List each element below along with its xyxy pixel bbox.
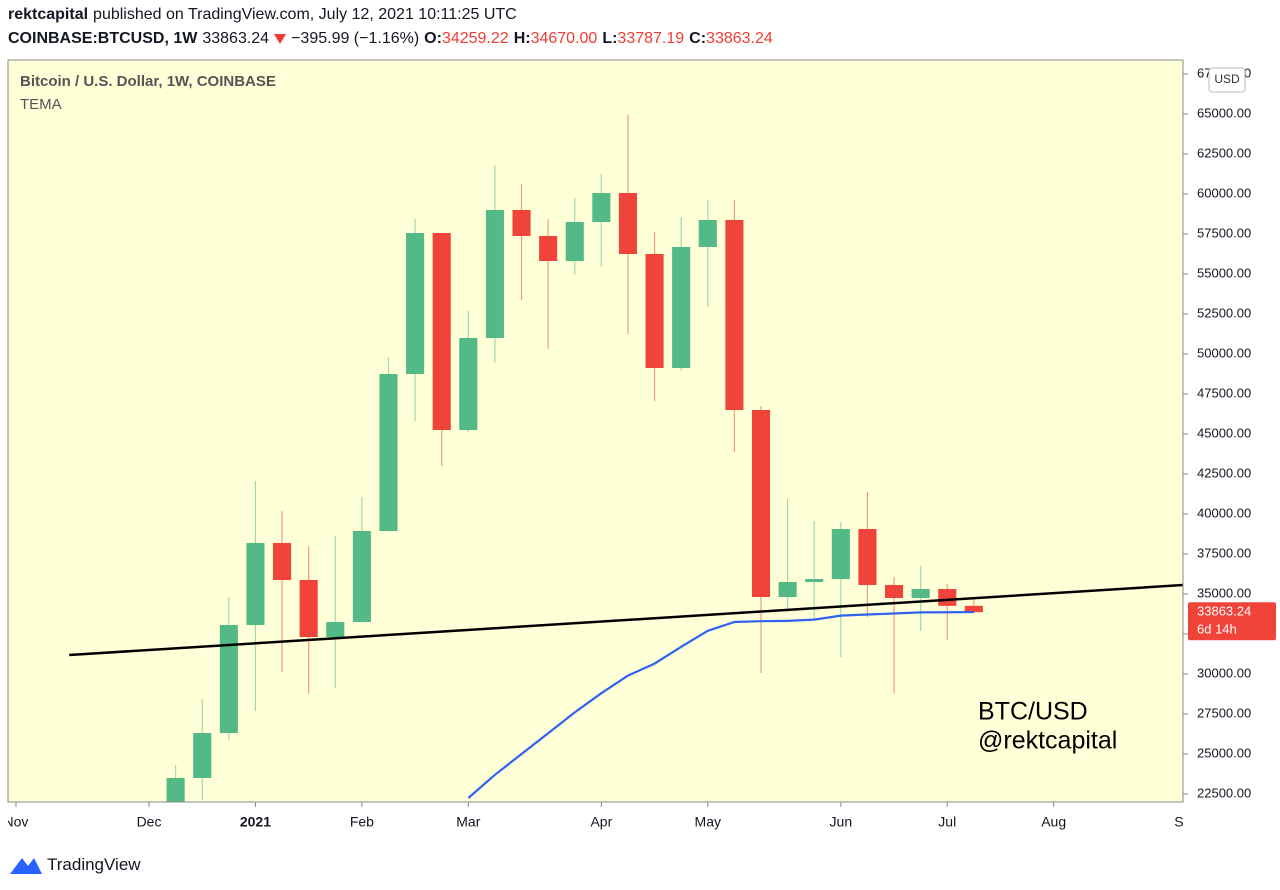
y-tick-label: 27500.00	[1197, 705, 1251, 720]
plot-area	[69, 115, 1183, 802]
y-tick-label: 22500.00	[1197, 785, 1251, 800]
candle-body	[432, 233, 451, 430]
x-tick-label: Jun	[830, 814, 853, 830]
x-tick-label: May	[695, 814, 721, 830]
y-tick-label: 60000.00	[1197, 185, 1251, 200]
candle-body	[618, 193, 638, 254]
y-tick-label: 42500.00	[1197, 465, 1251, 480]
y-tick-label: 62500.00	[1197, 145, 1251, 160]
candle-body	[938, 589, 957, 606]
tradingview-logo	[10, 858, 42, 874]
symbol-line: COINBASE:BTCUSD, 1W 33863.24 −395.99 (−1…	[8, 30, 778, 48]
candle-body	[964, 605, 983, 613]
y-tick-label: 50000.00	[1197, 345, 1251, 360]
y-tick-label: 37500.00	[1197, 545, 1251, 560]
candle-body	[592, 193, 611, 222]
logo-shape	[10, 858, 42, 874]
candle-body	[565, 222, 584, 262]
y-tick-label: 35000.00	[1197, 585, 1251, 600]
candle-body	[273, 543, 292, 580]
price-axis: 22500.0025000.0027500.0030000.0032500.00…	[1183, 65, 1276, 800]
indicator-name: TEMA	[20, 96, 62, 113]
last-price-label: 33863.24	[1197, 604, 1251, 619]
x-tick-label: Feb	[350, 814, 374, 830]
last-price: 33863.24	[202, 30, 270, 47]
candle-body	[459, 338, 478, 430]
candle-body	[725, 220, 744, 410]
candle-body	[858, 529, 877, 586]
last-price-box	[1188, 602, 1276, 641]
candle-body	[672, 247, 691, 368]
x-tick-label: Mar	[456, 814, 480, 830]
candle-body	[326, 622, 345, 638]
candle-body	[645, 254, 664, 368]
candle-body	[379, 374, 398, 532]
high-label: H:	[513, 30, 531, 47]
candle-body	[193, 733, 212, 778]
y-tick-label: 25000.00	[1197, 745, 1251, 760]
close-value: 33863.24	[706, 30, 773, 47]
symbol: COINBASE:BTCUSD, 1W	[8, 30, 198, 47]
x-tick-label: Sep	[1174, 814, 1199, 830]
low-value: 33787.19	[617, 30, 685, 47]
time-axis: Nov Dec 2021 Feb Mar Apr May Jun Jul Aug Sep	[4, 802, 1199, 830]
published-info: published on TradingView.com, July 12, 2…	[93, 6, 517, 23]
publish-line: rektcapital published on TradingView.com…	[8, 6, 522, 24]
overlay: BTC/USD@rektcapital	[978, 698, 1117, 755]
candle-body	[911, 589, 930, 598]
candle-body	[246, 543, 265, 626]
y-tick-label: 55000.00	[1197, 265, 1251, 280]
candle-body	[778, 582, 797, 598]
x-tick-label: 2021	[240, 814, 271, 830]
high-value: 34670.00	[530, 30, 598, 47]
close-label: C:	[689, 30, 707, 47]
x-tick-label: Nov	[4, 814, 29, 830]
x-tick-label: Apr	[590, 814, 612, 830]
currency-badge	[1208, 67, 1246, 93]
candle-body	[512, 210, 531, 236]
plot-frame	[7, 59, 1184, 803]
x-tick-label: Jul	[938, 814, 956, 830]
currency-label: USD	[1214, 72, 1240, 86]
y-tick-label: 40000.00	[1197, 505, 1251, 520]
y-tick-label: 65000.00	[1197, 105, 1251, 120]
trendline	[69, 583, 1183, 657]
candle-body	[219, 625, 238, 734]
candle-body	[352, 531, 371, 622]
y-tick-label: 57500.00	[1197, 225, 1251, 240]
chart-title: Bitcoin / U.S. Dollar, 1W, COINBASE	[20, 73, 276, 90]
y-tick-label: 45000.00	[1197, 425, 1251, 440]
candle-body	[166, 778, 185, 802]
candle-body	[884, 585, 904, 598]
candle-body	[805, 579, 824, 582]
brand: TradingView	[47, 855, 141, 874]
y-tick-label: 30000.00	[1197, 665, 1251, 680]
annotation-text: @rektcapital	[978, 727, 1117, 755]
candle-body	[485, 210, 504, 338]
candle-body	[299, 580, 318, 638]
candle-body	[751, 410, 771, 598]
candle-body	[698, 220, 717, 248]
y-tick-label: 47500.00	[1197, 385, 1251, 400]
open-label: O:	[424, 30, 442, 47]
candle-body	[831, 529, 850, 580]
plot-background	[8, 60, 1183, 802]
x-tick-label: Dec	[137, 814, 162, 830]
change: −395.99 (−1.16%)	[291, 30, 420, 47]
annotation-text: BTC/USD	[978, 698, 1088, 726]
countdown-label: 6d 14h	[1197, 622, 1237, 637]
indicator-line	[467, 610, 974, 799]
y-tick-label: 52500.00	[1197, 305, 1251, 320]
candle-body	[406, 233, 425, 374]
low-label: L:	[602, 30, 618, 47]
author: rektcapital	[8, 6, 89, 23]
open-value: 34259.22	[441, 30, 509, 47]
candle-body	[539, 236, 558, 262]
down-arrow	[274, 34, 287, 44]
x-tick-label: Aug	[1041, 814, 1066, 830]
